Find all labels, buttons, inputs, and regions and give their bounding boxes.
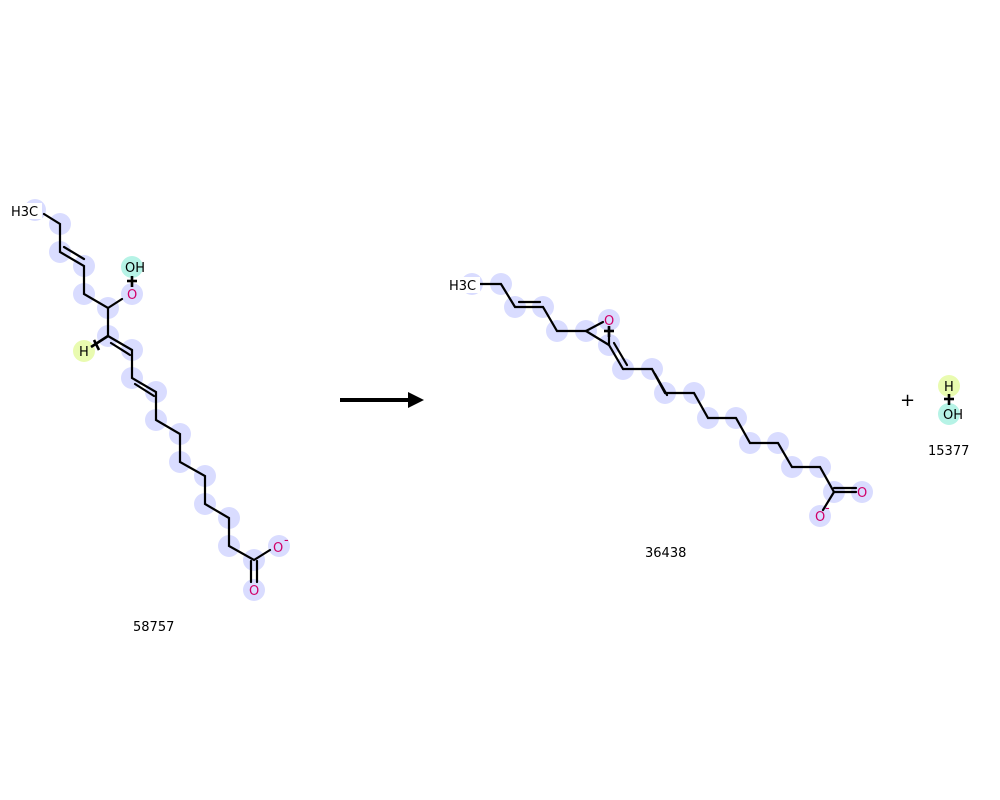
reactant-id: 58757 bbox=[133, 620, 174, 635]
product-water-molecule: H OH 15377 bbox=[928, 375, 969, 459]
reactant-atom-labels: H3C OH O H O - O bbox=[10, 203, 289, 599]
reaction-arrow-icon bbox=[340, 392, 424, 408]
reactant-methyl-label: H3C bbox=[11, 205, 38, 220]
plus-sign: + bbox=[900, 390, 915, 411]
product-atom-labels: H3C O O O - bbox=[448, 277, 867, 525]
reactant-carboxylate-oxygen-label: O bbox=[273, 541, 283, 556]
product-main-molecule: H3C O O O - 36438 bbox=[448, 273, 873, 561]
product-bonds bbox=[478, 282, 858, 512]
reactant-peroxy-oxygen-label: O bbox=[127, 288, 137, 303]
product-carbonyl-oxygen-label: O bbox=[857, 486, 867, 501]
product-methyl-label: H3C bbox=[449, 279, 476, 294]
reactant-molecule: H3C OH O H O - O 58757 bbox=[10, 199, 290, 635]
product-charge-label: - bbox=[825, 501, 830, 516]
product-epoxide-oxygen-label: O bbox=[604, 314, 614, 329]
product-atom-highlights bbox=[461, 273, 873, 527]
reactant-hydrogen-label: H bbox=[79, 345, 89, 360]
product-carboxylate-oxygen-label: O bbox=[815, 510, 825, 525]
product-main-id: 36438 bbox=[645, 546, 686, 561]
svg-text:H3C: H3C bbox=[11, 205, 38, 220]
water-hydroxyl-label: OH bbox=[943, 408, 963, 423]
reactant-hydroxyl-label: OH bbox=[125, 261, 145, 276]
water-id: 15377 bbox=[928, 444, 969, 459]
reactant-charge-label: - bbox=[284, 533, 289, 548]
reactant-bonds bbox=[42, 212, 272, 584]
water-hydrogen-label: H bbox=[944, 380, 954, 395]
reactant-carbonyl-oxygen-label: O bbox=[249, 584, 259, 599]
